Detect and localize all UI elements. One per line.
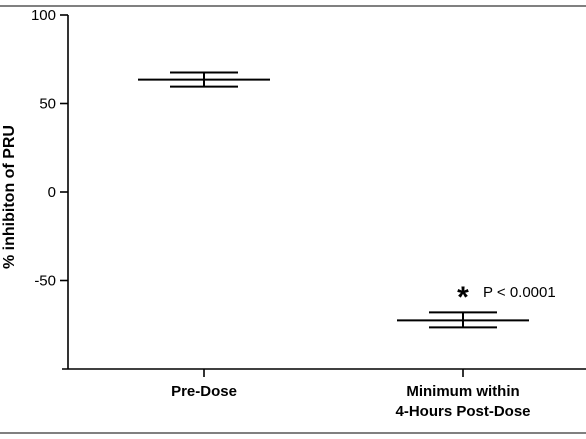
p-value-label: P < 0.0001 bbox=[483, 284, 556, 301]
y-tick-label: -50 bbox=[34, 273, 56, 290]
y-tick-label: 50 bbox=[39, 96, 56, 113]
y-tick-label: 0 bbox=[48, 184, 56, 201]
mean-error-mark bbox=[138, 71, 270, 88]
x-tick-label: Pre-Dose bbox=[171, 383, 237, 400]
significance-star: * bbox=[457, 281, 469, 314]
y-tick-label: 100 bbox=[31, 7, 56, 24]
y-axis-label: % inhibiton of PRU bbox=[1, 125, 18, 269]
y-axis: 100 50 0 -50 bbox=[31, 7, 69, 369]
mean-error-mark bbox=[397, 311, 529, 329]
data-marks bbox=[138, 71, 529, 329]
x-axis: Pre-Dose Minimum within 4-Hours Post-Dose bbox=[62, 368, 586, 420]
x-tick-label: Minimum within bbox=[406, 383, 519, 400]
x-tick-label: 4-Hours Post-Dose bbox=[395, 403, 530, 420]
annotations: * P < 0.0001 bbox=[457, 281, 556, 314]
